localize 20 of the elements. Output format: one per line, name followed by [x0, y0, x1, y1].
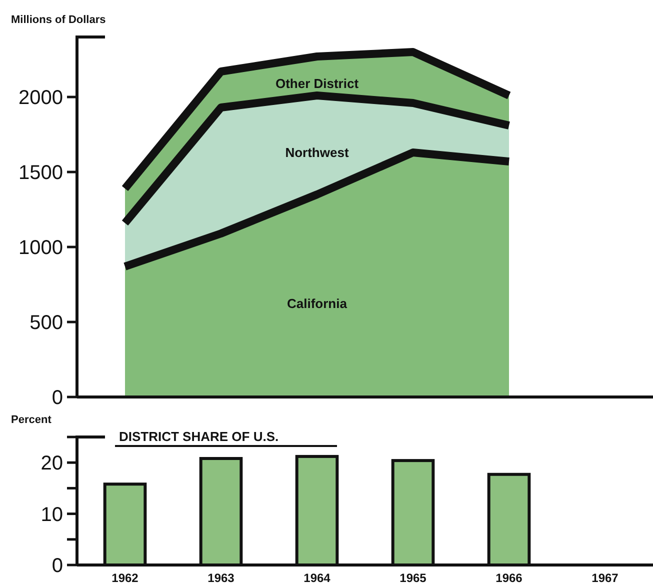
x-tick-label: 1963	[208, 571, 235, 585]
x-tick-label: 1965	[400, 571, 427, 585]
x-tick-label: 1962	[112, 571, 139, 585]
series-label: Other District	[275, 76, 360, 91]
y-axis-title: Millions of Dollars	[11, 14, 106, 26]
y-tick-label: 500	[30, 312, 63, 334]
y-tick-label: 20	[40, 452, 63, 475]
chart-title: DISTRICT SHARE OF U.S.	[119, 429, 279, 444]
x-tick-label: 1966	[496, 571, 523, 585]
y-tick-label: 2000	[18, 87, 63, 109]
y-tick-label: 0	[52, 555, 63, 577]
series-label: Northwest	[285, 145, 350, 160]
y-tick-label: 1000	[18, 237, 63, 259]
y-tick-label: 1500	[18, 162, 63, 184]
series-label: California	[287, 296, 348, 311]
x-tick-label: 1964	[304, 571, 331, 585]
y-tick-label: 10	[40, 504, 63, 526]
y-axis-title: Percent	[11, 414, 52, 426]
y-tick-label: 0	[52, 387, 63, 409]
x-tick-label: 1967	[592, 571, 619, 585]
